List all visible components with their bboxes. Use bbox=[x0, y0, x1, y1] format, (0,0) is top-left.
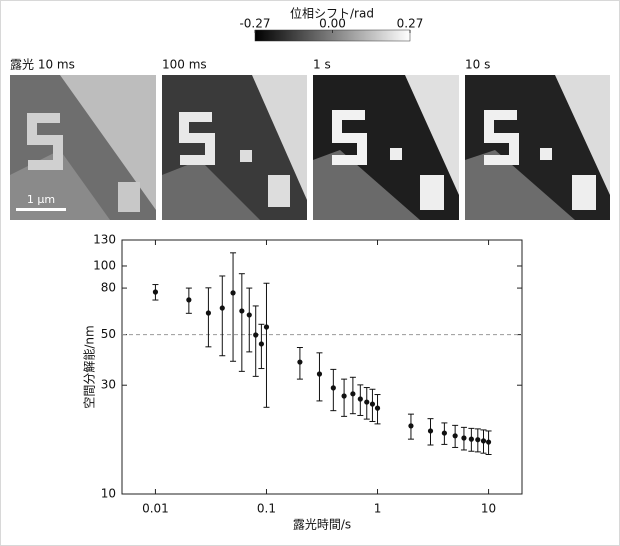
data-point bbox=[297, 359, 303, 365]
panel-label: 露光 10 ms bbox=[10, 58, 75, 72]
panel-label: 1 s bbox=[313, 58, 331, 72]
data-point bbox=[258, 341, 264, 347]
x-tick-label: 10 bbox=[481, 502, 496, 516]
y-tick-label: 30 bbox=[101, 378, 116, 392]
data-point bbox=[475, 437, 481, 443]
error-bar bbox=[238, 273, 245, 372]
data-point bbox=[452, 433, 458, 439]
y-tick-label: 80 bbox=[101, 281, 116, 295]
data-point bbox=[246, 312, 252, 318]
error-bar bbox=[246, 287, 253, 353]
error-bar bbox=[219, 275, 226, 357]
data-point bbox=[205, 310, 212, 316]
data-point bbox=[369, 401, 376, 407]
colorbar-tick-label: -0.27 bbox=[239, 17, 270, 31]
x-tick-label: 0.01 bbox=[142, 502, 169, 516]
y-axis-label: 空間分解能/nm bbox=[83, 325, 97, 408]
data-point bbox=[239, 308, 245, 314]
y-tick-label: 130 bbox=[93, 233, 116, 247]
data-point bbox=[316, 371, 323, 377]
data-point bbox=[408, 423, 414, 429]
colorbar-tick-label: 0.00 bbox=[319, 17, 346, 31]
data-point bbox=[152, 289, 159, 295]
data-point bbox=[219, 305, 225, 311]
data-point bbox=[480, 438, 487, 444]
panel-label: 100 ms bbox=[162, 58, 207, 72]
data-point bbox=[374, 405, 381, 411]
data-point bbox=[186, 297, 192, 303]
data-point bbox=[350, 391, 356, 397]
scale-bar-label: 1 μm bbox=[27, 193, 55, 206]
data-point bbox=[357, 396, 363, 402]
x-tick-label: 0.1 bbox=[257, 502, 276, 516]
y-tick-label: 10 bbox=[101, 487, 116, 501]
data-point bbox=[253, 332, 259, 338]
panel-label: 10 s bbox=[465, 58, 490, 72]
data-point bbox=[468, 436, 474, 442]
panel-images bbox=[10, 75, 610, 220]
data-point bbox=[263, 324, 270, 330]
x-axis-label: 露光時間/s bbox=[293, 518, 351, 532]
y-tick-label: 100 bbox=[93, 258, 116, 272]
colorbar-title: 位相シフト/rad bbox=[290, 6, 374, 21]
error-bar bbox=[316, 352, 323, 402]
y-tick-label: 50 bbox=[101, 327, 116, 341]
data-point bbox=[230, 290, 236, 296]
colorbar-tick-label: 0.27 bbox=[397, 17, 424, 31]
data-point bbox=[485, 439, 492, 445]
error-bar bbox=[230, 252, 237, 362]
error-bar bbox=[263, 282, 270, 408]
data-point bbox=[330, 385, 336, 391]
data-point bbox=[427, 428, 434, 434]
data-point bbox=[341, 393, 347, 399]
x-tick-label: 1 bbox=[374, 502, 382, 516]
plot-frame bbox=[121, 239, 523, 495]
data-point bbox=[364, 399, 370, 405]
data-point bbox=[441, 430, 447, 436]
error-bar bbox=[205, 287, 212, 348]
error-bar bbox=[252, 305, 259, 377]
data-point bbox=[461, 435, 467, 441]
